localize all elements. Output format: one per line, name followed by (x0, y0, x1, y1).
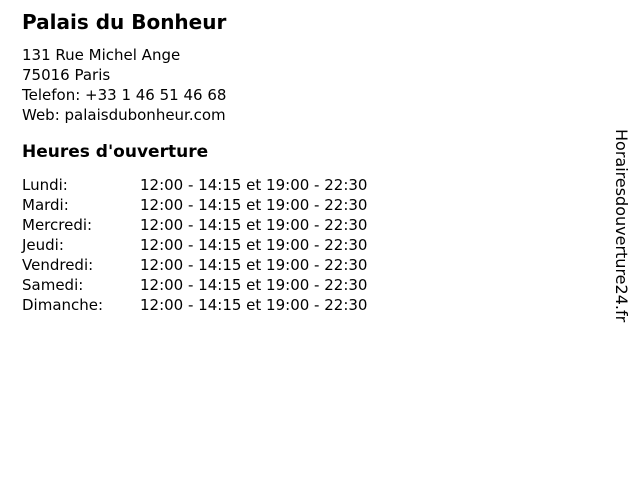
web-line: Web: palaisdubonheur.com (22, 106, 226, 124)
day-label: Lundi: (22, 176, 68, 194)
address-line-2: 75016 Paris (22, 66, 111, 84)
table-row: Lundi: 12:00 - 14:15 et 19:00 - 22:30 (22, 175, 367, 195)
time-value: 12:00 - 14:15 et 19:00 - 22:30 (140, 196, 368, 214)
day-label: Samedi: (22, 276, 84, 294)
time-value: 12:00 - 14:15 et 19:00 - 22:30 (140, 256, 368, 274)
table-row: Mardi: 12:00 - 14:15 et 19:00 - 22:30 (22, 195, 367, 215)
time-value: 12:00 - 14:15 et 19:00 - 22:30 (140, 216, 368, 234)
table-row: Jeudi: 12:00 - 14:15 et 19:00 - 22:30 (22, 235, 367, 255)
phone-line: Telefon: +33 1 46 51 46 68 (22, 86, 227, 104)
contact-block: 131 Rue Michel Ange 75016 Paris Telefon:… (22, 45, 226, 125)
day-label: Mercredi: (22, 216, 93, 234)
table-row: Mercredi: 12:00 - 14:15 et 19:00 - 22:30 (22, 215, 367, 235)
opening-hours-heading: Heures d'ouverture (22, 142, 209, 162)
day-label: Mardi: (22, 196, 69, 214)
time-value: 12:00 - 14:15 et 19:00 - 22:30 (140, 276, 368, 294)
time-value: 12:00 - 14:15 et 19:00 - 22:30 (140, 296, 368, 314)
address-line-1: 131 Rue Michel Ange (22, 46, 181, 64)
day-label: Dimanche: (22, 296, 104, 314)
day-label: Jeudi: (22, 236, 64, 254)
table-row: Vendredi: 12:00 - 14:15 et 19:00 - 22:30 (22, 255, 367, 275)
table-row: Samedi: 12:00 - 14:15 et 19:00 - 22:30 (22, 275, 367, 295)
table-row: Dimanche: 12:00 - 14:15 et 19:00 - 22:30 (22, 295, 367, 315)
watermark-vertical-text: Horairesdouverture24.fr (612, 129, 631, 323)
time-value: 12:00 - 14:15 et 19:00 - 22:30 (140, 236, 368, 254)
time-value: 12:00 - 14:15 et 19:00 - 22:30 (140, 176, 368, 194)
business-name-title: Palais du Bonheur (22, 10, 227, 34)
opening-hours-table: Lundi: 12:00 - 14:15 et 19:00 - 22:30 Ma… (22, 175, 367, 315)
day-label: Vendredi: (22, 256, 94, 274)
